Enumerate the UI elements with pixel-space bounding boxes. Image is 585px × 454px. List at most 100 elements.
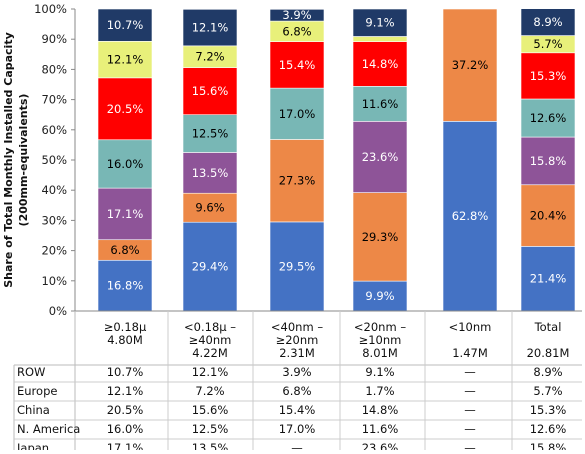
table-cell: 13.5%: [192, 441, 229, 450]
table-row-label: China: [17, 403, 50, 417]
table-cell: 15.3%: [530, 403, 567, 417]
data-label: 37.2%: [452, 58, 489, 72]
y-tick-label: 10%: [41, 274, 67, 288]
bar-segment: [269, 41, 325, 89]
bar-segment: [269, 221, 325, 312]
table-row-label: ROW: [17, 365, 45, 379]
table-cell: 14.8%: [362, 403, 399, 417]
table-cell: —: [464, 403, 476, 417]
table-cell: —: [464, 441, 476, 450]
table-cell: 9.1%: [365, 365, 394, 379]
data-label: 12.5%: [192, 127, 229, 141]
bar-segment: [520, 8, 576, 36]
data-label: 9.9%: [365, 289, 394, 303]
data-label: 9.6%: [195, 201, 224, 215]
data-label: 16.8%: [107, 279, 144, 293]
data-label: 12.1%: [107, 53, 144, 67]
data-label: 29.5%: [279, 259, 316, 273]
y-axis-title-line-2: (200mm-equivalents): [17, 94, 30, 227]
y-tick-label: 30%: [41, 213, 67, 227]
bar-segment: [352, 36, 408, 42]
bar-segment: [182, 152, 238, 194]
table-cell: 23.6%: [362, 441, 399, 450]
table-row-label: N. America: [17, 422, 80, 436]
bar-segment: [520, 98, 576, 138]
bar-segment: [520, 136, 576, 186]
table-cell: 12.6%: [530, 422, 567, 436]
data-label: 10.7%: [107, 18, 144, 32]
data-label: 3.9%: [282, 8, 311, 22]
data-label: 15.8%: [530, 154, 567, 168]
y-axis-title: Share of Total Monthly Installed Capacit…: [2, 32, 15, 288]
table-cell: 12.1%: [192, 365, 229, 379]
y-tick-label: 50%: [41, 153, 67, 167]
bar-segment: [182, 67, 238, 115]
data-label: 6.8%: [110, 243, 139, 257]
table-cell: 1.7%: [365, 384, 394, 398]
table-row-label: Japan: [16, 441, 49, 450]
data-label: 20.5%: [107, 102, 144, 116]
data-label: 20.4%: [530, 209, 567, 223]
table-cell: 12.5%: [192, 422, 229, 436]
bar-segment: [352, 41, 408, 87]
table-cell: —: [464, 422, 476, 436]
data-label: 11.6%: [362, 97, 399, 111]
category-label: ≥0.18μ: [104, 320, 147, 334]
bar-segment: [97, 139, 153, 189]
bar-segment: [269, 139, 325, 223]
table-cell: 6.8%: [282, 384, 311, 398]
bar-segment: [442, 121, 498, 312]
bar-segment: [97, 77, 153, 141]
category-label: Total: [534, 320, 562, 334]
data-label: 15.6%: [192, 84, 229, 98]
table-cell: 11.6%: [362, 422, 399, 436]
y-tick-label: 70%: [41, 93, 67, 107]
bar-segment: [182, 221, 238, 312]
table-cell: 17.1%: [107, 441, 144, 450]
table-cell: 16.0%: [107, 422, 144, 436]
table-cell: 5.7%: [533, 384, 562, 398]
category-label: <0.18μ –: [184, 320, 236, 334]
data-label: 14.8%: [362, 57, 399, 71]
table-cell: —: [464, 365, 476, 379]
category-label: ≥40nm: [189, 333, 232, 347]
bar-segment: [182, 114, 238, 153]
category-label: 4.22M: [192, 346, 228, 360]
table-cell: 3.9%: [282, 365, 311, 379]
data-label: 7.2%: [195, 50, 224, 64]
table-cell: 20.5%: [107, 403, 144, 417]
bar-segment: [352, 86, 408, 122]
category-label: 2.31M: [279, 346, 315, 360]
bar-segment: [182, 192, 238, 223]
table-cell: —: [291, 441, 303, 450]
y-tick-label: 100%: [34, 2, 67, 16]
data-label: 23.6%: [362, 150, 399, 164]
data-label: 8.9%: [533, 15, 562, 29]
y-tick-label: 60%: [41, 123, 67, 137]
data-label: 12.1%: [192, 21, 229, 35]
category-label: ≥10nm: [359, 333, 402, 347]
table-cell: 17.0%: [279, 422, 316, 436]
category-label: ≥20nm: [276, 333, 319, 347]
data-label: 5.7%: [533, 37, 562, 51]
data-label: 6.8%: [282, 24, 311, 38]
data-label: 12.6%: [530, 111, 567, 125]
table-cell: 15.4%: [279, 403, 316, 417]
data-label: 13.5%: [192, 166, 229, 180]
y-tick-label: 90%: [41, 32, 67, 46]
data-label: 17.1%: [107, 207, 144, 221]
data-label: 29.3%: [362, 230, 399, 244]
y-tick-label: 80%: [41, 62, 67, 76]
table-cell: —: [464, 384, 476, 398]
y-tick-label: 20%: [41, 244, 67, 258]
data-label: 27.3%: [279, 174, 316, 188]
table-cell: 8.9%: [533, 365, 562, 379]
bar-segment: [442, 8, 498, 122]
category-label: <10nm: [449, 320, 492, 334]
bar-segment: [182, 9, 238, 47]
category-label: <40nm –: [271, 320, 323, 334]
bar-segment: [352, 8, 408, 37]
category-label: 4.80M: [107, 333, 143, 347]
data-label: 62.8%: [452, 209, 489, 223]
